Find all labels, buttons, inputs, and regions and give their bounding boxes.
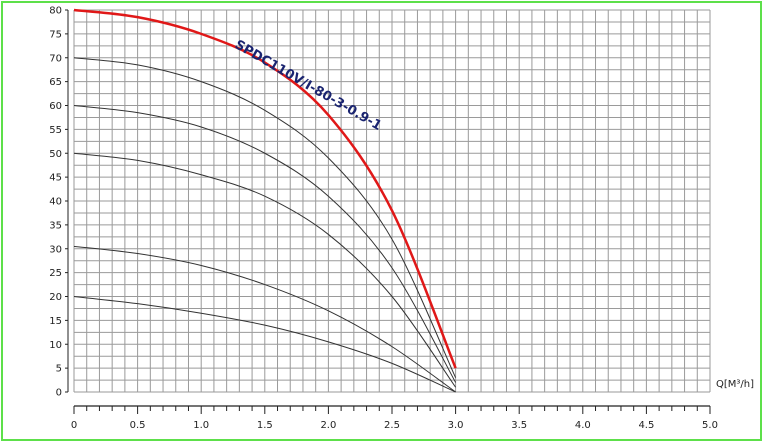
y-tick-label: 30 <box>49 244 62 255</box>
curve-annotation: SPDC110V/I-80-3-0.9-1 <box>232 37 384 133</box>
y-tick-label: 65 <box>49 77 62 88</box>
y-tick-label: 35 <box>49 220 62 231</box>
x-tick-label: 5.0 <box>702 420 718 431</box>
y-tick-label: 75 <box>49 29 62 40</box>
grid <box>73 9 711 393</box>
y-tick-label: 0 <box>56 388 62 399</box>
y-tick-label: 15 <box>49 316 62 327</box>
x-tick-label: 1.0 <box>193 420 209 431</box>
y-tick-label: 80 <box>49 6 62 17</box>
pump-curve-1 <box>73 296 456 393</box>
pump-curve-2 <box>73 245 456 393</box>
x-tick-label: 3.0 <box>448 420 464 431</box>
y-tick-label: 70 <box>49 53 62 64</box>
y-tick-label: 60 <box>49 101 62 112</box>
highlight-curve <box>73 8 457 369</box>
y-tick-label: 10 <box>49 340 62 351</box>
y-tick-label: 20 <box>49 292 62 303</box>
curves <box>73 8 457 393</box>
x-tick-label: 2.0 <box>320 420 336 431</box>
y-tick-label: 45 <box>49 173 62 184</box>
x-tick-label: 1.5 <box>257 420 273 431</box>
x-tick-label: 4.0 <box>575 420 591 431</box>
x-tick-label: 0 <box>71 420 77 431</box>
x-tick-label: 2.5 <box>384 420 400 431</box>
y-tick-label: 40 <box>49 197 62 208</box>
labels: 0 5 10 15 20 25 30 35 40 45 50 55 60 65 70 75 80 0 0.5 1.0 1… <box>49 6 718 432</box>
x-tick-label: 3.5 <box>511 420 527 431</box>
pump-curve-4 <box>73 105 457 383</box>
y-tick-label: 55 <box>49 125 62 136</box>
pump-curve-3 <box>73 152 457 388</box>
x-tick-label: 4.5 <box>638 420 654 431</box>
x-axis-unit-label: Q[M³/h] <box>716 379 754 390</box>
axes <box>65 9 711 414</box>
y-tick-label: 5 <box>56 364 62 375</box>
x-tick-label: 0.5 <box>130 420 146 431</box>
y-tick-label: 25 <box>49 268 62 279</box>
pump-curve-5 <box>73 57 457 378</box>
y-tick-label: 50 <box>49 149 62 160</box>
